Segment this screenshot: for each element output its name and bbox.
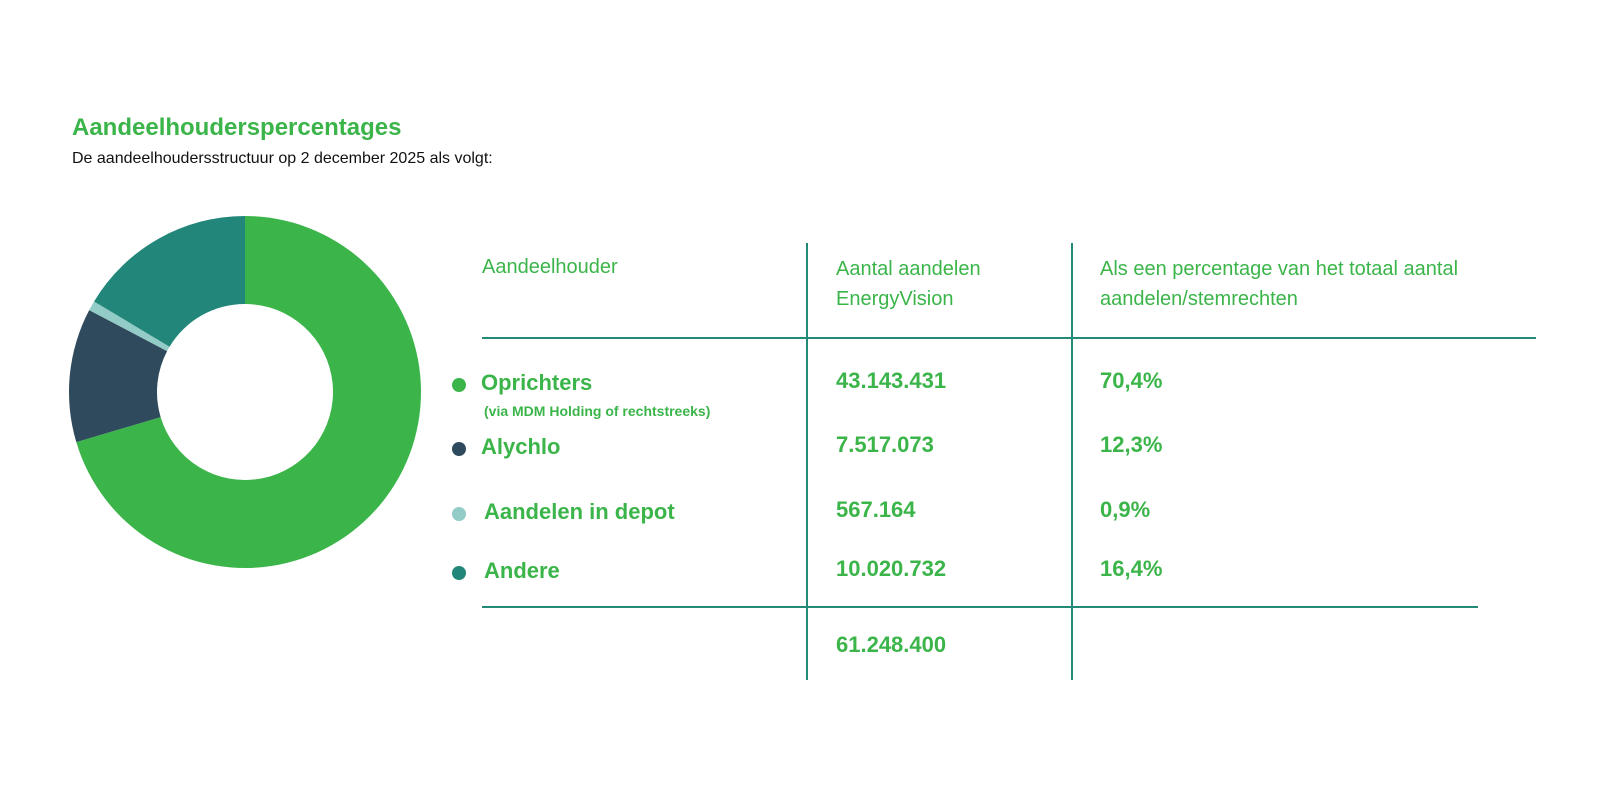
donut-chart [68,216,421,568]
row-shares: 567.164 [836,497,916,522]
header-shareholder: Aandeelhouder [482,256,618,278]
page-title: Aandeelhouderspercentages [72,114,402,141]
row-label: Andere [484,558,560,583]
column-divider [1071,243,1073,680]
donut-slice-aandelen-in-depot [89,301,170,352]
donut-slice-alychlo [68,310,168,443]
legend-dot-icon [452,442,466,456]
donut-slice-andere [94,216,245,347]
header-shares: Aantal aandelen EnergyVision [836,258,981,310]
subtitle: De aandeelhoudersstructuur op 2 december… [72,150,493,167]
header-percentage: Als een percentage van het totaal aantal… [1100,258,1459,310]
legend-dot-icon [452,378,466,392]
total-shares: 61.248.400 [836,632,947,657]
legend-dot-icon [452,507,466,521]
row-label: Oprichters [481,370,593,395]
row-percentage: 12,3% [1100,432,1163,457]
row-shares: 7.517.073 [836,432,934,457]
row-percentage: 16,4% [1100,556,1163,581]
row-label: Alychlo [481,434,561,459]
row-sublabel: (via MDM Holding of rechtstreeks) [484,403,711,419]
total-divider [482,606,1478,608]
row-shares: 10.020.732 [836,556,947,581]
row-shares: 43.143.431 [836,368,947,393]
legend-dot-icon [452,566,466,580]
header-divider [482,337,1536,339]
row-label: Aandelen in depot [484,499,675,524]
donut-slice-oprichters [76,216,421,568]
row-percentage: 0,9% [1100,497,1151,522]
row-percentage: 70,4% [1100,368,1163,393]
column-divider [806,243,808,680]
